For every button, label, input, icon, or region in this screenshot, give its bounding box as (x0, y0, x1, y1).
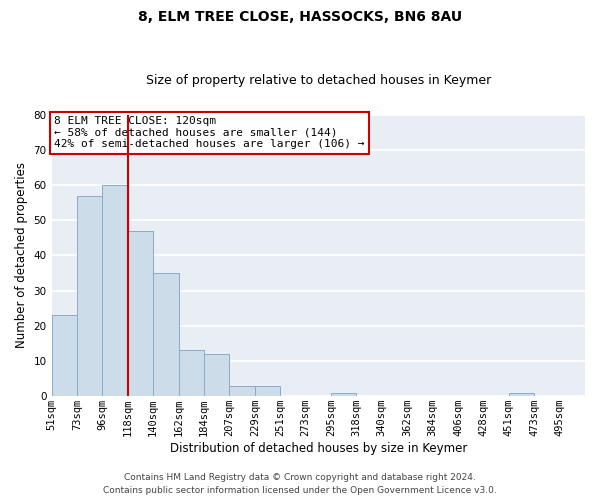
Text: Contains HM Land Registry data © Crown copyright and database right 2024.
Contai: Contains HM Land Registry data © Crown c… (103, 474, 497, 495)
Title: Size of property relative to detached houses in Keymer: Size of property relative to detached ho… (146, 74, 491, 87)
Text: 8, ELM TREE CLOSE, HASSOCKS, BN6 8AU: 8, ELM TREE CLOSE, HASSOCKS, BN6 8AU (138, 10, 462, 24)
X-axis label: Distribution of detached houses by size in Keymer: Distribution of detached houses by size … (170, 442, 467, 455)
Bar (509, 392, 534, 396)
Bar (331, 392, 356, 396)
Y-axis label: Number of detached properties: Number of detached properties (15, 162, 28, 348)
Bar (229, 386, 255, 396)
Text: 8 ELM TREE CLOSE: 120sqm
← 58% of detached houses are smaller (144)
42% of semi-: 8 ELM TREE CLOSE: 120sqm ← 58% of detach… (54, 116, 365, 149)
Bar (77, 196, 103, 396)
Bar (204, 354, 229, 396)
Bar (255, 386, 280, 396)
Bar (179, 350, 204, 396)
Bar (52, 315, 77, 396)
Bar (153, 273, 179, 396)
Bar (103, 185, 128, 396)
Bar (128, 230, 153, 396)
